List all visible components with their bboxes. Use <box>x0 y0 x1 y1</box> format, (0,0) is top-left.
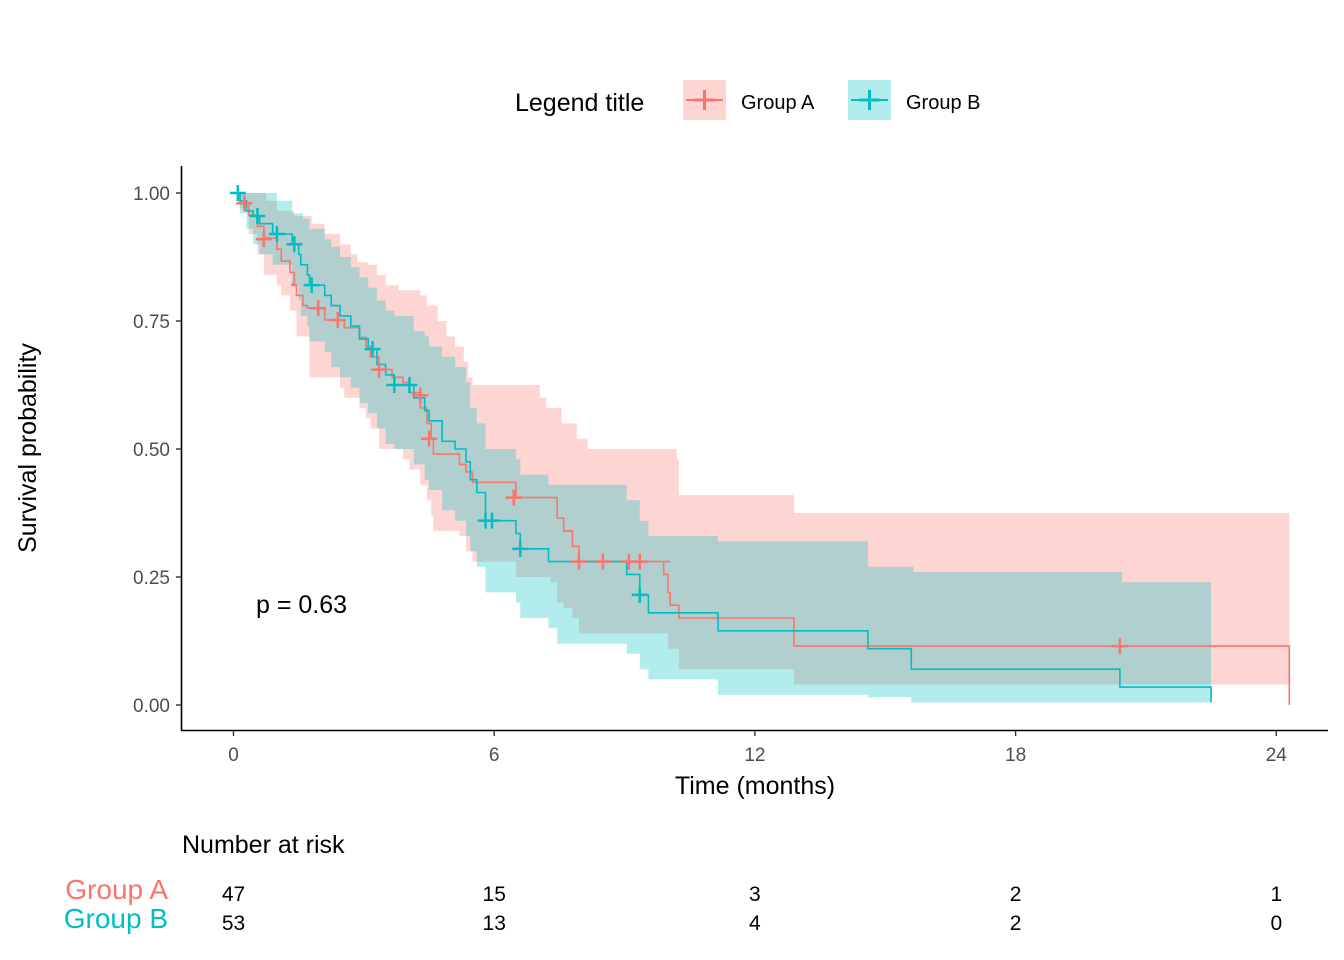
censor-mark-group-a <box>310 300 327 317</box>
legend-item-group-b[interactable]: Group B <box>848 80 980 120</box>
risk-count-group-b: 53 <box>222 912 245 935</box>
legend-label-group-a: Group A <box>741 92 815 114</box>
censor-mark-group-a <box>505 489 522 506</box>
risk-count-group-a: 1 <box>1270 883 1282 906</box>
legend-label-group-b: Group B <box>906 92 980 114</box>
censor-mark-group-a <box>570 553 587 570</box>
legend-title: Legend title <box>515 89 644 117</box>
censor-mark-group-a <box>412 387 429 404</box>
x-axis-title: Time (months) <box>675 772 835 800</box>
y-tick-label: 0.00 <box>133 696 170 717</box>
censor-mark-group-a <box>236 195 253 212</box>
risk-row-label-group-b: Group B <box>64 903 168 934</box>
censor-mark-group-b <box>268 225 285 242</box>
x-tick-label: 24 <box>1266 745 1288 766</box>
censor-mark-group-b <box>386 377 403 393</box>
censor-mark-group-a <box>421 430 438 447</box>
risk-count-group-a: 15 <box>483 883 506 906</box>
censor-mark-group-a <box>255 231 272 248</box>
confidence-band-group-a <box>233 193 1290 685</box>
censor-mark-group-a <box>1111 638 1128 655</box>
censor-mark-group-a <box>329 311 346 328</box>
censor-mark-group-b <box>401 377 418 393</box>
p-value-annotation: p = 0.63 <box>256 591 347 619</box>
risk-count-group-b: 13 <box>483 912 506 935</box>
censor-mark-group-b <box>303 277 320 294</box>
risk-count-group-a: 47 <box>222 883 245 906</box>
censor-mark-group-b <box>286 236 303 253</box>
censor-mark-group-a <box>371 361 388 378</box>
censor-mark-group-b <box>631 586 648 603</box>
y-axis-title: Survival probability <box>14 343 42 553</box>
risk-count-group-a: 2 <box>1010 883 1022 906</box>
y-tick-label: 0.25 <box>133 568 170 589</box>
legend-key-cross-group-b <box>859 90 880 110</box>
legend-key-cross-group-a <box>694 90 715 110</box>
x-axis-ticks: 0 6 12 18 24 <box>228 731 1287 766</box>
legend: Legend title Group A Group B <box>515 80 980 120</box>
x-tick-label: 12 <box>744 745 765 766</box>
x-tick-label: 18 <box>1005 745 1026 766</box>
y-axis-ticks: 0.00 0.25 0.50 0.75 1.00 <box>133 184 181 717</box>
censor-mark-group-b <box>484 512 501 529</box>
survival-curve-group-b <box>233 192 1212 703</box>
legend-item-group-a[interactable]: Group A <box>683 80 815 120</box>
y-tick-label: 1.00 <box>133 184 170 205</box>
risk-table: Number at risk Group A Group B 47 15 3 2 153… <box>64 831 1282 935</box>
risk-count-group-b: 4 <box>749 912 761 935</box>
censor-mark-group-b <box>364 341 381 358</box>
x-tick-label: 6 <box>489 745 500 766</box>
risk-count-group-b: 2 <box>1010 912 1022 935</box>
y-tick-label: 0.75 <box>133 312 170 333</box>
risk-table-title: Number at risk <box>182 831 345 859</box>
censor-mark-group-b <box>249 208 266 225</box>
risk-counts: 47 15 3 2 153 13 4 2 0 <box>222 883 1282 935</box>
x-tick-label: 0 <box>228 745 239 766</box>
risk-count-group-a: 3 <box>749 883 761 906</box>
risk-count-group-b: 0 <box>1270 912 1282 935</box>
risk-row-label-group-a: Group A <box>65 874 168 905</box>
censor-mark-group-b <box>229 185 246 201</box>
censor-mark-group-b <box>512 540 529 557</box>
confidence-band-group-b <box>233 193 1212 703</box>
censor-marks <box>229 185 1128 655</box>
censor-mark-group-a <box>631 553 648 570</box>
confidence-bands <box>233 193 1290 703</box>
y-tick-label: 0.50 <box>133 440 170 461</box>
censor-mark-group-a <box>594 553 611 570</box>
